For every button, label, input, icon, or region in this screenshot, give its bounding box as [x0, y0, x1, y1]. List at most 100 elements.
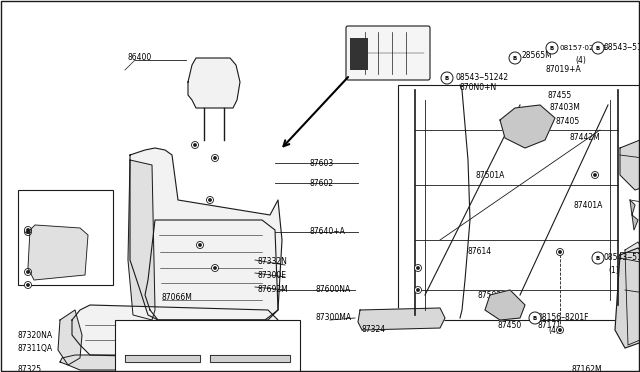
- Text: 87450: 87450: [498, 321, 522, 330]
- Circle shape: [214, 157, 216, 159]
- Circle shape: [509, 52, 521, 64]
- Polygon shape: [485, 290, 525, 320]
- Polygon shape: [130, 148, 282, 320]
- Circle shape: [592, 42, 604, 54]
- Text: 87301MA: 87301MA: [155, 366, 191, 372]
- Text: 87171: 87171: [538, 321, 562, 330]
- Circle shape: [559, 251, 561, 253]
- Text: 87603: 87603: [310, 158, 334, 167]
- Circle shape: [191, 141, 198, 148]
- Text: 28565M: 28565M: [522, 51, 553, 60]
- Text: (4): (4): [575, 55, 586, 64]
- Text: 08543‒51242: 08543‒51242: [604, 253, 640, 263]
- Circle shape: [417, 267, 419, 269]
- Text: 87019+A: 87019+A: [545, 65, 580, 74]
- Circle shape: [557, 327, 563, 334]
- Text: B: B: [445, 76, 449, 80]
- Text: B: B: [596, 45, 600, 51]
- Text: 87311QA: 87311QA: [18, 343, 53, 353]
- Text: 87062: 87062: [225, 366, 249, 372]
- Text: 87332MA: 87332MA: [162, 347, 198, 356]
- Text: 87592+A: 87592+A: [478, 291, 514, 299]
- Text: 08543‒51242: 08543‒51242: [456, 74, 509, 83]
- Text: 87066M: 87066M: [162, 292, 193, 301]
- Text: 87300MA: 87300MA: [315, 314, 351, 323]
- Text: 87162M: 87162M: [572, 366, 603, 372]
- Circle shape: [591, 171, 598, 179]
- Bar: [115, 320, 300, 372]
- Circle shape: [557, 248, 563, 256]
- Bar: [398, 85, 640, 320]
- Text: 87692M: 87692M: [258, 285, 289, 295]
- Text: (4): (4): [548, 326, 559, 334]
- Text: 870N0+N: 870N0+N: [460, 83, 497, 93]
- Text: 87325: 87325: [18, 366, 42, 372]
- Text: 87640+A: 87640+A: [310, 228, 346, 237]
- Circle shape: [592, 252, 604, 264]
- Text: 08157‧0251E: 08157‧0251E: [560, 45, 609, 51]
- Circle shape: [209, 199, 211, 201]
- Text: 87300E: 87300E: [258, 272, 287, 280]
- Circle shape: [27, 271, 29, 273]
- Text: 87600NA: 87600NA: [315, 285, 350, 295]
- Text: 87401AA: 87401AA: [28, 237, 63, 247]
- Text: B: B: [550, 45, 554, 51]
- Polygon shape: [630, 200, 638, 230]
- Circle shape: [529, 312, 541, 324]
- Polygon shape: [58, 310, 82, 365]
- Circle shape: [196, 241, 204, 248]
- Circle shape: [594, 174, 596, 176]
- Circle shape: [194, 144, 196, 146]
- Circle shape: [417, 289, 419, 291]
- Text: 08156–8201F: 08156–8201F: [538, 314, 589, 323]
- Polygon shape: [620, 140, 640, 190]
- Text: (1): (1): [608, 266, 619, 275]
- Circle shape: [211, 264, 218, 272]
- Circle shape: [546, 42, 558, 54]
- Circle shape: [441, 72, 453, 84]
- Polygon shape: [145, 220, 278, 320]
- Text: 08543‒51242: 08543‒51242: [604, 44, 640, 52]
- Text: 87403M: 87403M: [550, 103, 581, 112]
- Circle shape: [211, 154, 218, 161]
- Text: B: B: [596, 256, 600, 260]
- Circle shape: [27, 229, 29, 231]
- Circle shape: [24, 269, 31, 276]
- Text: 87649: 87649: [18, 202, 42, 212]
- Circle shape: [415, 264, 422, 272]
- Circle shape: [214, 267, 216, 269]
- Text: B: B: [533, 315, 537, 321]
- Circle shape: [199, 244, 201, 246]
- Polygon shape: [210, 355, 290, 362]
- Text: 0–87063: 0–87063: [175, 357, 208, 366]
- Polygon shape: [60, 355, 290, 370]
- Circle shape: [24, 282, 31, 289]
- Polygon shape: [72, 305, 285, 360]
- Circle shape: [27, 284, 29, 286]
- Text: 87501A: 87501A: [475, 170, 504, 180]
- Text: 87000G: 87000G: [60, 202, 90, 212]
- Polygon shape: [188, 58, 240, 108]
- Text: 87602: 87602: [310, 179, 334, 187]
- Text: 87405: 87405: [555, 118, 579, 126]
- Polygon shape: [128, 160, 155, 320]
- Polygon shape: [125, 355, 200, 362]
- Circle shape: [415, 286, 422, 294]
- Circle shape: [207, 196, 214, 203]
- Circle shape: [27, 231, 29, 233]
- Text: 87614: 87614: [468, 247, 492, 257]
- Polygon shape: [358, 308, 445, 330]
- Text: 87700: 87700: [18, 190, 42, 199]
- Circle shape: [559, 329, 561, 331]
- Text: 87401A: 87401A: [574, 201, 604, 209]
- Text: 87320NA: 87320NA: [18, 330, 53, 340]
- Polygon shape: [500, 105, 555, 148]
- Text: 87324: 87324: [362, 326, 386, 334]
- Bar: [18, 190, 113, 285]
- Polygon shape: [615, 248, 640, 348]
- FancyBboxPatch shape: [346, 26, 430, 80]
- Circle shape: [24, 228, 31, 235]
- Bar: [350, 38, 368, 70]
- Text: 87455: 87455: [548, 90, 572, 99]
- Text: 87332N: 87332N: [258, 257, 288, 266]
